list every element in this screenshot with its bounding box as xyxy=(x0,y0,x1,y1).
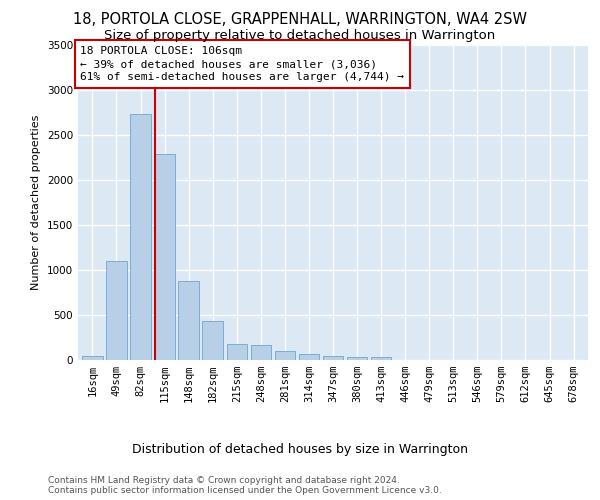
Y-axis label: Number of detached properties: Number of detached properties xyxy=(31,115,41,290)
Bar xyxy=(251,345,271,360)
Text: 18, PORTOLA CLOSE, GRAPPENHALL, WARRINGTON, WA4 2SW: 18, PORTOLA CLOSE, GRAPPENHALL, WARRINGT… xyxy=(73,12,527,28)
Bar xyxy=(82,356,103,360)
Bar xyxy=(106,261,127,360)
Text: Contains HM Land Registry data © Crown copyright and database right 2024.
Contai: Contains HM Land Registry data © Crown c… xyxy=(48,476,442,495)
Bar xyxy=(275,352,295,360)
Bar xyxy=(299,354,319,360)
Bar xyxy=(347,358,367,360)
Text: 18 PORTOLA CLOSE: 106sqm
← 39% of detached houses are smaller (3,036)
61% of sem: 18 PORTOLA CLOSE: 106sqm ← 39% of detach… xyxy=(80,46,404,82)
Bar xyxy=(371,358,391,360)
Bar xyxy=(154,154,175,360)
Text: Size of property relative to detached houses in Warrington: Size of property relative to detached ho… xyxy=(104,28,496,42)
Bar xyxy=(227,344,247,360)
Bar xyxy=(323,356,343,360)
Bar xyxy=(130,114,151,360)
Bar xyxy=(178,281,199,360)
Text: Distribution of detached houses by size in Warrington: Distribution of detached houses by size … xyxy=(132,442,468,456)
Bar xyxy=(202,322,223,360)
